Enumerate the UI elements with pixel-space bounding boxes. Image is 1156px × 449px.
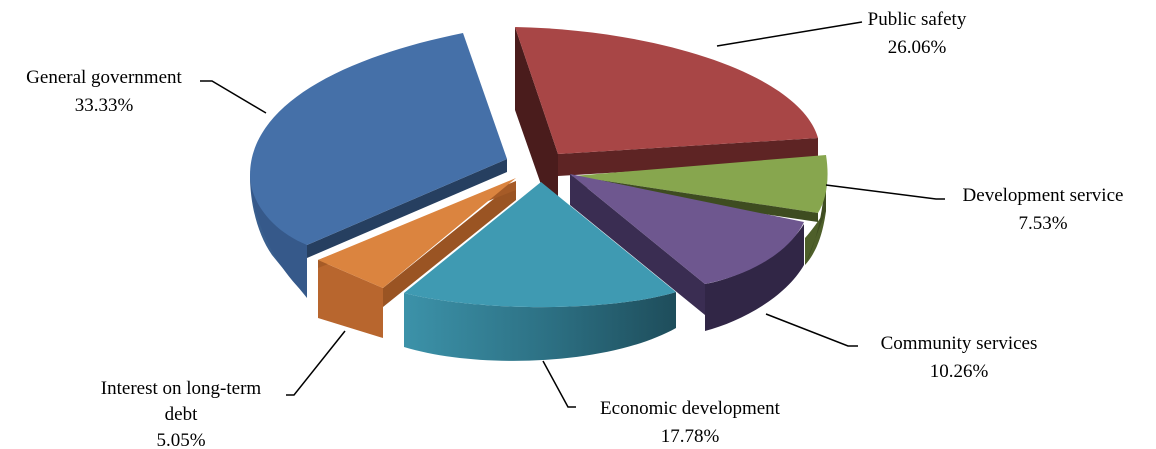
slice-side: [318, 260, 383, 338]
slice-side: [515, 27, 558, 233]
slice-interest-on-long-term-debt: [318, 178, 516, 338]
slice-top: [250, 33, 507, 245]
slice-general-government: [250, 33, 507, 298]
slice-percent-label: 5.05%: [156, 430, 205, 449]
label-public-safety: Public safety 26.06%: [868, 9, 967, 58]
slice-percent-label: 7.53%: [1018, 213, 1067, 234]
slice-top: [573, 155, 828, 213]
slice-side: [383, 181, 516, 307]
leader-line: [200, 80, 267, 114]
slice-top: [515, 27, 818, 154]
slice-name-label: Development service: [963, 185, 1124, 206]
slice-name-label-line-2: debt: [165, 404, 198, 425]
slice-top: [570, 174, 804, 284]
slice-name-label: Community services: [881, 333, 1038, 354]
slice-side: [805, 155, 826, 265]
slice-name-label-line-1: Interest on long-term: [101, 378, 262, 399]
slice-name-label: General government: [26, 67, 182, 88]
leader-line: [542, 360, 576, 408]
slice-top: [404, 182, 676, 308]
label-general-government: General government 33.33%: [26, 67, 182, 116]
slice-name-label: Economic development: [600, 398, 781, 419]
label-economic-development: Economic development 17.78%: [600, 398, 781, 447]
slice-side: [307, 159, 507, 258]
label-community-services: Community services 10.26%: [881, 333, 1038, 382]
slice-side: [404, 292, 676, 361]
leader-line: [286, 330, 346, 396]
slice-economic-development: [404, 182, 676, 361]
leader-line: [765, 313, 858, 347]
slice-name-label: Public safety: [868, 9, 967, 30]
slice-side: [558, 138, 818, 176]
label-interest-on-long-term-debt: Interest on long-term debt 5.05%: [101, 378, 262, 449]
leader-line: [825, 184, 945, 200]
slice-percent-label: 33.33%: [75, 95, 134, 116]
slice-community-services: [570, 174, 804, 331]
slice-top: [318, 178, 516, 288]
leader-line: [716, 21, 863, 47]
slice-public-safety: [515, 27, 818, 233]
slice-percent-label: 10.26%: [930, 361, 989, 382]
slice-percent-label: 17.78%: [661, 426, 720, 447]
label-development-service: Development service 7.53%: [963, 185, 1124, 234]
slice-side: [705, 224, 804, 331]
slice-side: [570, 174, 705, 315]
slice-side: [250, 175, 307, 296]
slice-percent-label: 26.06%: [888, 37, 947, 58]
